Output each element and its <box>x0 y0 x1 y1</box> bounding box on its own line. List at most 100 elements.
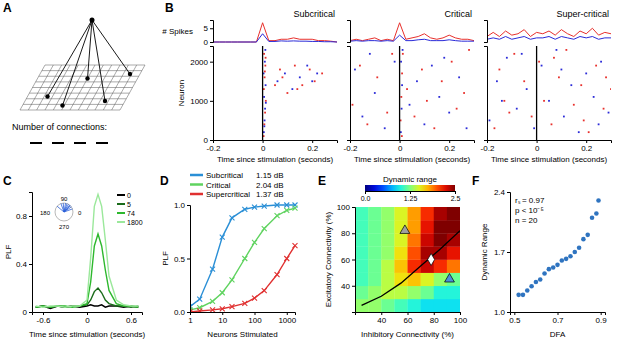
data-point <box>284 256 289 261</box>
spike <box>499 69 501 71</box>
tick-label: -0.6 <box>37 316 51 325</box>
polar-circle <box>55 203 73 221</box>
tick-label: -0.2 <box>344 144 358 153</box>
data-point <box>262 204 267 209</box>
tick-label: 0.2 <box>307 144 319 153</box>
y-axis: 1.01.72.4 <box>494 188 511 317</box>
plot-marks <box>213 23 337 140</box>
spike <box>489 120 491 122</box>
tick-label: 100 <box>337 203 351 212</box>
tick: -0.2 <box>207 140 221 153</box>
data-point <box>534 280 539 285</box>
legend-annotation: 1.37 dB <box>256 190 284 199</box>
spike <box>409 104 411 106</box>
tick: 80 <box>430 312 439 325</box>
plot-marks <box>350 23 474 140</box>
spike-count-line <box>213 23 337 42</box>
spike <box>541 65 543 67</box>
tick-label: 5 <box>204 24 209 33</box>
tick: -0.2 <box>344 140 358 153</box>
data-point <box>262 226 267 231</box>
spike <box>600 61 602 63</box>
legend-swatch <box>190 183 203 186</box>
panel-label: D <box>160 174 169 188</box>
spike <box>291 88 293 90</box>
tick-label: 60 <box>341 256 350 265</box>
data-point <box>197 297 202 302</box>
spike <box>416 80 418 82</box>
spike <box>578 131 580 133</box>
spike <box>501 100 503 102</box>
tick-mark <box>586 140 587 143</box>
tick: 0 <box>23 308 32 317</box>
tick-mark <box>29 216 32 217</box>
series-line <box>190 208 295 310</box>
spike <box>306 65 308 67</box>
tick-mark <box>460 312 461 315</box>
axis-line <box>488 141 612 144</box>
tick-label: 0.9 <box>596 316 608 325</box>
data-point <box>585 233 590 238</box>
series-line <box>36 194 139 307</box>
y-axis-title: Neuron <box>177 80 186 106</box>
spike <box>468 49 470 51</box>
data-point <box>242 207 247 212</box>
axis-line <box>214 141 338 144</box>
data-point <box>560 258 565 263</box>
tick: 60 <box>404 312 413 325</box>
spike-count-line <box>213 34 337 42</box>
tick: 1000 <box>190 97 213 106</box>
polar-tick-label: 0 <box>78 210 82 216</box>
data-point <box>568 254 573 259</box>
tick-label: 1000 <box>278 316 296 325</box>
heatmap-cell <box>447 233 460 246</box>
tick-mark <box>29 264 32 265</box>
heatmap-cell <box>394 286 407 299</box>
tick-label: 10 <box>218 316 227 325</box>
dash <box>96 142 108 144</box>
tick-mark <box>507 312 510 313</box>
title: Subcritical <box>293 9 335 19</box>
spike <box>274 84 276 86</box>
heatmap-cell <box>408 207 421 220</box>
panel-d: D11010010000.00.51.0Neurons StimulatedPL… <box>160 171 298 339</box>
heatmap-cell <box>447 260 460 273</box>
y-axis: 0.00.51.0 <box>174 201 191 317</box>
spike <box>573 104 575 106</box>
spike <box>264 120 266 122</box>
heatmap-cell <box>434 286 447 299</box>
tick-label: 1.25 <box>404 195 418 202</box>
axis-line <box>187 206 191 313</box>
heatmap-cell <box>394 207 407 220</box>
tick-label: 0 <box>398 144 403 153</box>
x-axis: 0.01.252.5 <box>361 191 461 202</box>
spike <box>264 76 266 78</box>
x-axis: -0.200.2 <box>207 140 338 153</box>
tick-label: 60 <box>404 316 413 325</box>
stimulus-line <box>262 46 263 140</box>
plot-marks <box>36 194 139 308</box>
spike <box>401 135 403 137</box>
phase-vector <box>64 204 67 212</box>
axis-line <box>347 21 351 43</box>
tick: 100 <box>337 203 355 212</box>
tick-label: 2.4 <box>494 188 506 197</box>
tick-mark <box>449 140 450 143</box>
spike <box>287 92 289 94</box>
panel-e: E406080100406080100Inhibitory Connectivi… <box>318 174 468 339</box>
spike-count-line <box>487 37 611 40</box>
y-axis-title: # Spikes <box>162 27 193 36</box>
spike <box>354 69 356 71</box>
axis-line <box>356 313 461 316</box>
heatmap-cell <box>355 246 368 259</box>
spike <box>551 123 553 125</box>
tick: 100 <box>248 312 262 325</box>
spike <box>352 104 354 106</box>
tick-mark <box>352 260 355 261</box>
heatmap-cell <box>408 273 421 286</box>
heatmap-cell <box>394 233 407 246</box>
tick-label: 0 <box>204 38 209 47</box>
spike <box>400 61 402 63</box>
spike <box>265 57 267 59</box>
spike <box>508 112 510 114</box>
